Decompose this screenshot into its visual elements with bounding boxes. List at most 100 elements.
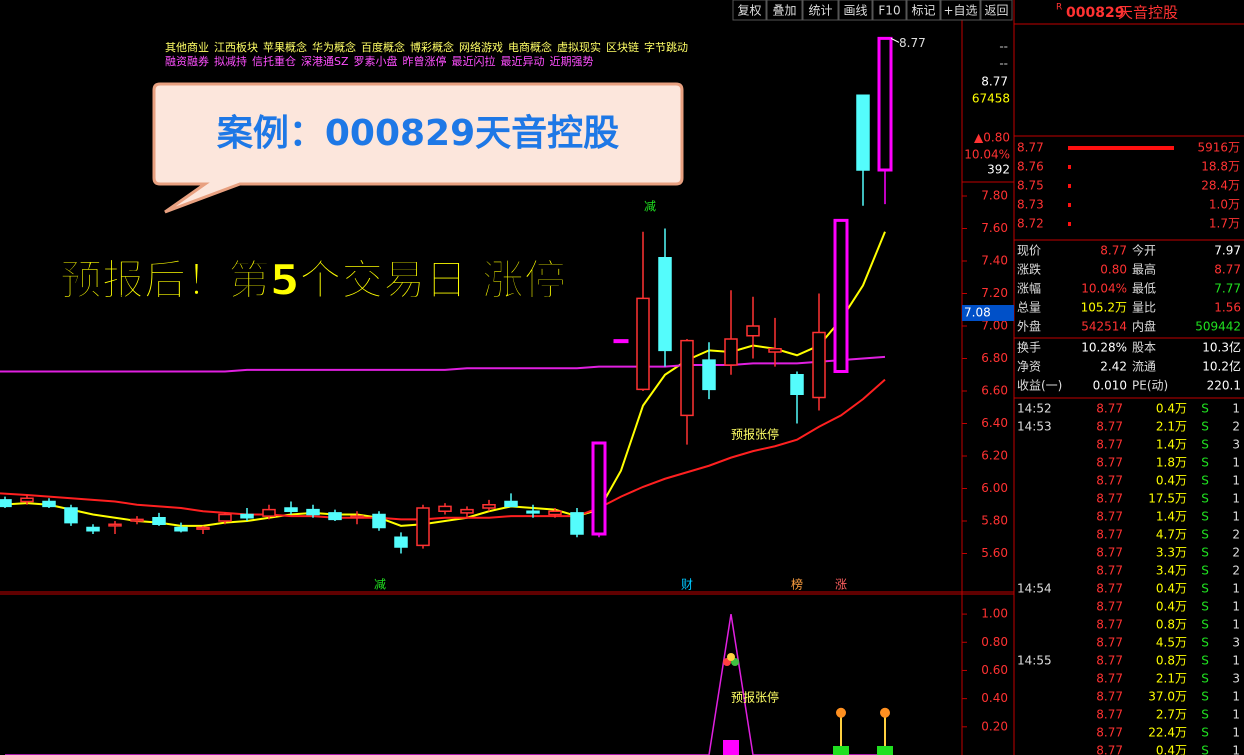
tick-price: 8.77 <box>1096 564 1123 578</box>
bid-price: 8.73 <box>1017 198 1044 212</box>
toolbar-label[interactable]: 返回 <box>984 4 1008 18</box>
stat-value: 220.1 <box>1207 379 1241 393</box>
signal-bar <box>723 740 739 755</box>
candle-body <box>174 526 188 532</box>
candle-body <box>768 348 782 353</box>
tick-side: S <box>1201 582 1209 596</box>
stat-label: 量比 <box>1132 301 1156 315</box>
tick-price: 8.77 <box>1096 636 1123 650</box>
axis-info: 67458 <box>972 92 1010 106</box>
stat-value: 10.3亿 <box>1202 340 1241 355</box>
stat-value: 8.77 <box>1100 244 1127 258</box>
axis-info: -- <box>999 57 1008 71</box>
toolbar-button[interactable] <box>940 0 981 21</box>
y-tick-label: 0.20 <box>981 719 1008 733</box>
tick-price: 8.77 <box>1096 438 1123 452</box>
stat-value: 105.2万 <box>1081 301 1127 315</box>
tick-count: 1 <box>1232 654 1240 668</box>
stat-value: 8.77 <box>1214 263 1241 277</box>
candle-body <box>636 297 650 391</box>
stat-label: 内盘 <box>1132 319 1156 334</box>
tick-count: 1 <box>1232 600 1240 614</box>
tick-time: 14:52 <box>1017 402 1052 416</box>
candle-body <box>438 505 452 512</box>
candle-body <box>613 339 629 344</box>
y-tick-label: 1.00 <box>981 607 1008 621</box>
headline: 预报后！第5个交易日 涨停 <box>60 256 566 305</box>
tick-price: 8.77 <box>1096 618 1123 632</box>
toolbar-label[interactable]: 画线 <box>843 4 867 18</box>
tick-price: 8.77 <box>1096 402 1123 416</box>
toolbar: 复权 叠加 统计 画线 F10 标记 +自选 返回 <box>732 0 1013 21</box>
tick-side: S <box>1201 456 1209 470</box>
tick-count: 3 <box>1232 438 1240 452</box>
callout-box <box>152 82 684 214</box>
candle-body <box>856 94 870 171</box>
candle-body <box>702 359 716 391</box>
bid-volume-bar <box>1068 203 1071 207</box>
quote-flag: R <box>1056 3 1062 13</box>
tag: 罗素小盘 <box>354 54 398 68</box>
signal-line <box>5 613 885 755</box>
stat-value: 7.77 <box>1214 282 1241 296</box>
stat-value: 542514 <box>1081 320 1127 334</box>
toolbar-label[interactable]: +自选 <box>943 4 977 18</box>
tick-count: 3 <box>1232 636 1240 650</box>
tag: 博彩概念 <box>410 40 454 54</box>
y-tick-label: 7.00 <box>981 319 1008 333</box>
toolbar-label[interactable]: 复权 <box>737 4 761 18</box>
bid-price: 8.77 <box>1017 141 1044 155</box>
tick-count: 1 <box>1232 618 1240 632</box>
candle-body <box>64 507 78 524</box>
toolbar-button[interactable] <box>766 0 803 21</box>
stat-value: 2.42 <box>1100 360 1127 374</box>
tick-price: 8.77 <box>1096 726 1123 740</box>
tag: 电商概念 <box>508 40 552 54</box>
tag: 虚拟现实 <box>557 40 601 54</box>
candle-body <box>218 513 232 522</box>
candle-body <box>130 518 144 522</box>
tick-time: 14:54 <box>1017 582 1052 596</box>
toolbar-button[interactable] <box>732 0 767 21</box>
tick-price: 8.77 <box>1096 492 1123 506</box>
marker-base <box>877 746 893 755</box>
candle-body <box>394 536 408 548</box>
toolbar-button[interactable] <box>872 0 907 21</box>
marker-head <box>836 707 846 718</box>
axis-info: 8.77 <box>981 75 1008 89</box>
tick-volume: 1.4万 <box>1156 438 1187 452</box>
tick-count: 1 <box>1232 582 1240 596</box>
tick-count: 3 <box>1232 672 1240 686</box>
tick-count: 2 <box>1232 420 1240 434</box>
toolbar-label[interactable]: F10 <box>878 4 900 18</box>
stat-label: 股本 <box>1132 341 1156 355</box>
tick-price: 8.77 <box>1096 672 1123 686</box>
tick-count: 1 <box>1232 690 1240 704</box>
candle-body <box>548 510 562 516</box>
stat-label: PE(动) <box>1132 379 1168 393</box>
stat-value: 10.04% <box>1081 282 1127 296</box>
tick-side: S <box>1201 420 1209 434</box>
tick-price: 8.77 <box>1096 546 1123 560</box>
toolbar-button[interactable] <box>980 0 1013 21</box>
candle-body <box>570 512 584 535</box>
tag: 信托重仓 <box>252 54 296 68</box>
candle-body <box>20 497 34 503</box>
tick-side: S <box>1201 438 1209 452</box>
toolbar-label[interactable]: 统计 <box>808 4 832 18</box>
quote-name: 天音控股 <box>1118 4 1178 22</box>
tick-price: 8.77 <box>1096 708 1123 722</box>
tick-price: 8.77 <box>1096 600 1123 614</box>
toolbar-label[interactable]: 叠加 <box>772 4 796 18</box>
candle-body <box>833 218 849 373</box>
toolbar-button[interactable] <box>802 0 839 21</box>
toolbar-label[interactable]: 标记 <box>911 4 935 18</box>
tick-count: 1 <box>1232 492 1240 506</box>
toolbar-button[interactable] <box>906 0 941 21</box>
indicator-plot: 0.20 0.40 0.60 0.80 1.00 <box>5 607 1008 755</box>
tag: 其他商业 <box>165 40 209 54</box>
toolbar-button[interactable] <box>838 0 873 21</box>
moving-average <box>0 231 886 527</box>
stat-value: 10.2亿 <box>1202 359 1241 374</box>
tag: 最近异动 <box>501 55 545 68</box>
